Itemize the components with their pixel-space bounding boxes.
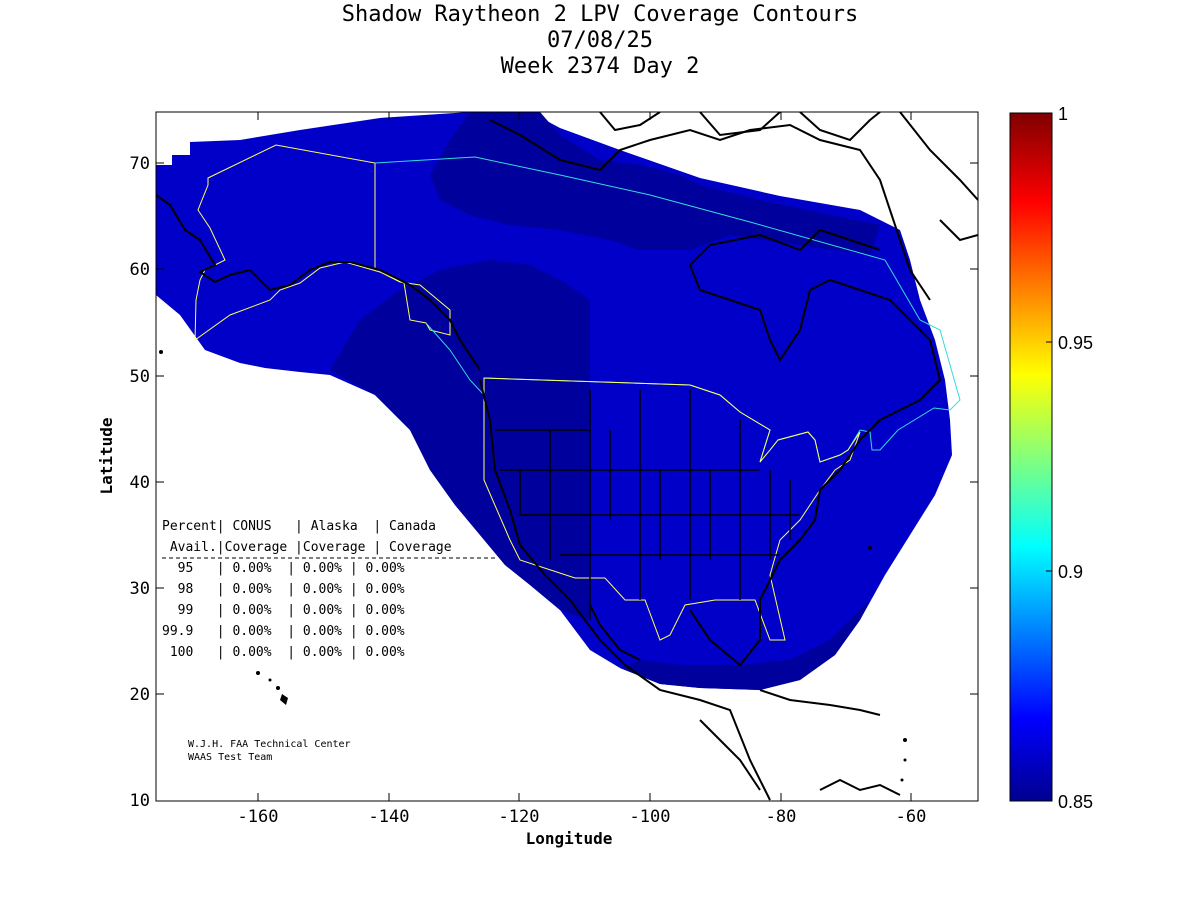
y-tick-label: 70	[130, 154, 150, 174]
colorbar-ticks	[1046, 341, 1052, 572]
x-tick-labels: -160 -140 -120 -100 -80 -60	[238, 807, 927, 827]
coverage-table: Percent| CONUS | Alaska | Canada Avail.|…	[162, 519, 495, 660]
title-line-3: Week 2374 Day 2	[500, 54, 700, 79]
plot-frame	[155, 111, 979, 802]
table-row: 98 | 0.00% | 0.00% | 0.00%	[162, 582, 405, 597]
credit-line-2: WAAS Test Team	[188, 752, 272, 763]
y-tick-label: 50	[130, 367, 150, 387]
colorbar	[1009, 112, 1053, 802]
coastlines	[156, 112, 978, 801]
table-header-1: Percent| CONUS | Alaska | Canada	[162, 519, 436, 534]
table-row: 95 | 0.00% | 0.00% | 0.00%	[162, 561, 405, 576]
colorbar-labels: 1 0.95 0.9 0.85	[1058, 104, 1093, 812]
x-tick-label: -100	[630, 807, 671, 827]
credit-line-1: W.J.H. FAA Technical Center	[188, 739, 351, 750]
coverage-region-dark-north	[430, 112, 880, 255]
table-header-2: Avail.|Coverage |Coverage | Coverage	[162, 540, 452, 555]
map-area	[156, 112, 978, 801]
title-line-2: 07/08/25	[547, 28, 653, 53]
colorbar-label: 0.95	[1058, 333, 1093, 353]
y-tick-label: 40	[130, 473, 150, 493]
colorbar-label: 1	[1058, 104, 1068, 124]
y-tick-label: 20	[130, 685, 150, 705]
y-tick-label: 10	[130, 791, 150, 811]
x-tick-label: -160	[238, 807, 279, 827]
table-row: 99.9 | 0.00% | 0.00% | 0.00%	[162, 624, 405, 639]
conus-service-boundary	[483, 377, 861, 641]
y-axis-label: Latitude	[97, 417, 116, 494]
axis-ticks	[156, 112, 978, 801]
islands	[159, 350, 907, 782]
table-row: 100 | 0.00% | 0.00% | 0.00%	[162, 645, 405, 660]
colorbar-label: 0.9	[1058, 562, 1083, 582]
table-row: 99 | 0.00% | 0.00% | 0.00%	[162, 603, 405, 618]
x-tick-label: -140	[369, 807, 410, 827]
coverage-region-dark-south	[620, 600, 870, 690]
y-tick-label: 30	[130, 579, 150, 599]
coverage-region-dark-west	[330, 260, 590, 620]
colorbar-label: 0.85	[1058, 792, 1093, 812]
y-tick-label: 60	[130, 260, 150, 280]
y-tick-labels: 10 20 30 40 50 60 70	[130, 154, 150, 811]
alaska-service-boundary	[194, 144, 451, 341]
x-tick-label: -60	[896, 807, 927, 827]
x-tick-label: -120	[499, 807, 540, 827]
credit: W.J.H. FAA Technical Center WAAS Test Te…	[188, 739, 351, 763]
x-axis-label: Longitude	[526, 829, 613, 848]
x-tick-label: -80	[766, 807, 797, 827]
state-borders	[495, 390, 800, 620]
title-line-1: Shadow Raytheon 2 LPV Coverage Contours	[341, 2, 859, 27]
